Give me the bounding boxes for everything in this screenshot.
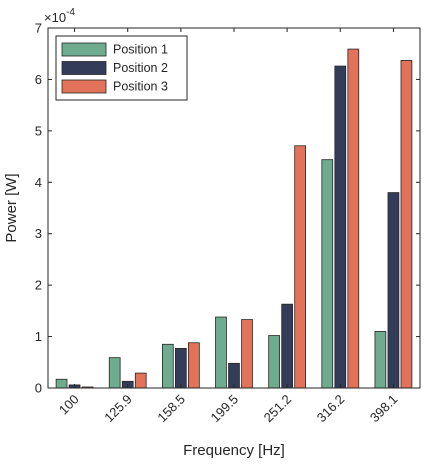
y-tick-label: 6 <box>35 72 42 87</box>
bar-position-3-125.9 <box>134 372 147 389</box>
bar-position-3-251.2 <box>294 145 307 389</box>
bar-position-1-398.1 <box>374 331 387 389</box>
bar-position-3-316.2 <box>347 48 360 389</box>
x-tick-label: 316.2 <box>314 392 348 426</box>
bar-position-2-398.1 <box>387 192 400 389</box>
bar-position-2-251.2 <box>281 303 293 389</box>
bar-position-2-316.2 <box>334 65 347 389</box>
y-tick-label: 0 <box>35 381 42 396</box>
bar-position-1-199.5 <box>215 316 227 389</box>
legend-swatch-position-3 <box>61 79 107 94</box>
bar-position-3-158.5 <box>188 342 200 389</box>
x-tick-label: 125.9 <box>101 392 135 426</box>
legend: Position 1 Position 2 Position 3 <box>55 35 188 101</box>
x-tick-label: 251.2 <box>261 392 295 426</box>
y-tick-label: 7 <box>35 21 42 36</box>
y-tick-label: 1 <box>35 329 42 344</box>
y-tick-label: 4 <box>35 175 42 190</box>
y-tick-label: 3 <box>35 226 42 241</box>
y-ticks: 0 1 2 3 4 5 6 7 <box>35 21 420 396</box>
legend-label-position-3: Position 3 <box>113 80 168 94</box>
y-exponent-power: -4 <box>66 7 75 18</box>
bar-position-1-158.5 <box>161 343 174 389</box>
bar-position-1-251.2 <box>268 335 280 389</box>
bar-position-2-158.5 <box>175 347 187 389</box>
x-tick-label: 199.5 <box>208 392 242 426</box>
y-axis-label: Power [W] <box>3 173 20 242</box>
bar-position-3-398.1 <box>400 60 413 389</box>
bar-position-1-125.9 <box>108 357 121 389</box>
legend-swatch-position-1 <box>61 42 107 57</box>
x-tick-label: 100 <box>56 392 82 418</box>
legend-label-position-1: Position 1 <box>113 43 168 57</box>
x-tick-label: 158.5 <box>154 392 188 426</box>
y-tick-label: 2 <box>35 278 42 293</box>
bar-position-1-100 <box>55 378 68 389</box>
bar-position-1-316.2 <box>321 159 334 389</box>
legend-label-position-2: Position 2 <box>113 61 168 75</box>
x-axis-label: Frequency [Hz] <box>183 442 285 459</box>
bar-position-3-199.5 <box>241 319 253 389</box>
y-exponent-label: ×10-4 <box>44 7 75 25</box>
y-tick-label: 5 <box>35 123 42 138</box>
x-tick-label: 398.1 <box>367 392 401 426</box>
legend-swatch-position-2 <box>61 61 107 75</box>
